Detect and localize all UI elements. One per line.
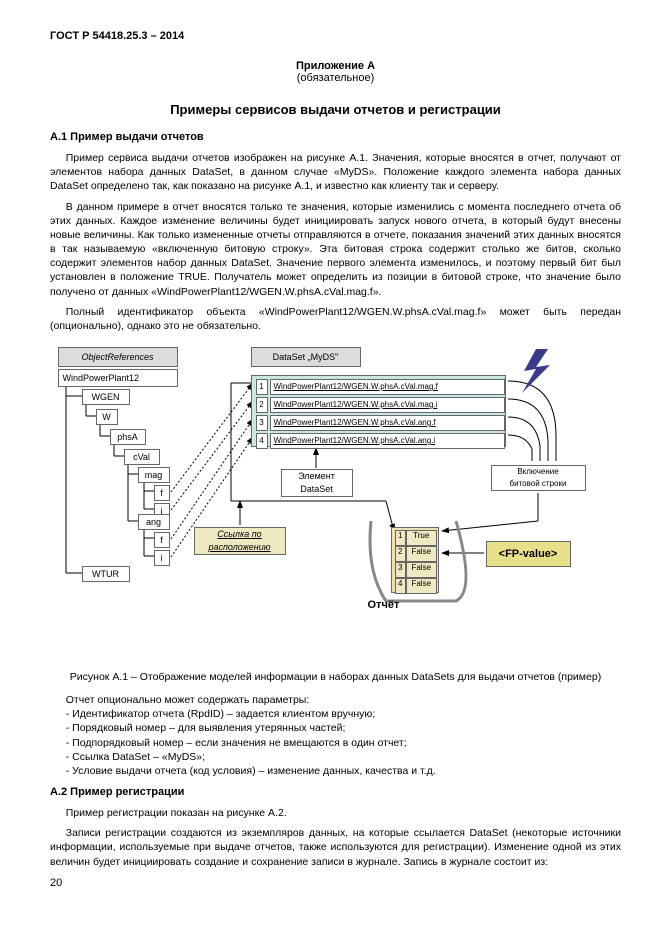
main-title: Примеры сервисов выдачи отчетов и регист…	[50, 102, 621, 117]
dataset-name-box: DataSet „MyDS"	[251, 347, 361, 367]
report-idx: 2	[395, 546, 407, 562]
doc-header: ГОСТ Р 54418.25.3 – 2014	[50, 30, 621, 42]
dataset-row: 2 WindPowerPlant12/WGEN.W.phsA.cVal.mag.…	[256, 397, 505, 411]
paragraph: Полный идентификатор объекта «WindPowerP…	[50, 305, 621, 333]
element-dataset-label: ЭлементDataSet	[281, 469, 353, 497]
tree-node: WTUR	[82, 566, 130, 582]
page-number: 20	[50, 877, 621, 889]
dataset-row-ref: WindPowerPlant12/WGEN.W.phsA.cVal.ang.i	[270, 433, 505, 449]
position-reference-label: Ссылка порасположению	[194, 527, 286, 555]
report-val: False	[406, 562, 437, 578]
dataset-row-ref: WindPowerPlant12/WGEN.W.phsA.cVal.ang.f	[270, 415, 505, 431]
dataset-row-ref: WindPowerPlant12/WGEN.W.phsA.cVal.mag.i	[270, 397, 505, 413]
dataset-row-idx: 4	[256, 433, 268, 449]
list-item: Отчет опционально может содержать параме…	[50, 693, 621, 707]
section-a2-heading: А.2 Пример регистрации	[50, 786, 621, 798]
section-a1-heading: А.1 Пример выдачи отчетов	[50, 131, 621, 143]
dataset-box: 1 WindPowerPlant12/WGEN.W.phsA.cVal.mag.…	[251, 375, 506, 447]
tree-node: cVal	[124, 449, 160, 465]
tree-node: f	[154, 532, 170, 548]
figure-caption: Рисунок А.1 – Отображение моделей информ…	[50, 671, 621, 683]
bit-string-enable-label: Включениебитовой строки	[491, 465, 586, 491]
dataset-row: 1 WindPowerPlant12/WGEN.W.phsA.cVal.mag.…	[256, 379, 505, 393]
list-item: - Ссылка DataSet – «MyDS»;	[50, 750, 621, 764]
dataset-row: 4 WindPowerPlant12/WGEN.W.phsA.cVal.ang.…	[256, 433, 505, 447]
tree-node: i	[154, 550, 170, 566]
report-box: 1True 2False 3False 4False	[391, 527, 439, 593]
tree-node: f	[154, 485, 170, 501]
wind-power-plant-box: WindPowerPlant12	[58, 369, 178, 387]
report-val: False	[406, 546, 437, 562]
tree-node: phsA	[110, 429, 146, 445]
list-item: - Условие выдачи отчета (код условия) – …	[50, 764, 621, 778]
dataset-row-idx: 1	[256, 379, 268, 395]
report-idx: 3	[395, 562, 407, 578]
dataset-row-idx: 3	[256, 415, 268, 431]
tree-node: ang	[138, 514, 170, 530]
figure-a1-diagram: ObjectReferences WindPowerPlant12 WGEN W…	[56, 341, 616, 661]
report-label: Отчёт	[368, 599, 400, 611]
paragraph: В данном примере в отчет вносятся только…	[50, 200, 621, 299]
tree-node: W	[96, 409, 118, 425]
fp-value-box: <FP-value>	[486, 541, 571, 567]
dataset-row-ref: WindPowerPlant12/WGEN.W.phsA.cVal.mag.f	[270, 379, 505, 395]
list-item: - Подпорядковый номер – если значения не…	[50, 736, 621, 750]
dataset-row: 3 WindPowerPlant12/WGEN.W.phsA.cVal.ang.…	[256, 415, 505, 429]
tree-node: WGEN	[82, 389, 130, 405]
report-val: True	[406, 530, 437, 546]
list-item: - Идентификатор отчета (RpdID) – задаетс…	[50, 707, 621, 721]
report-val: False	[406, 578, 437, 594]
appendix-sub: (обязательное)	[50, 72, 621, 84]
list-item: - Порядковый номер – для выявления утеря…	[50, 721, 621, 735]
paragraph: Пример сервиса выдачи отчетов изображен …	[50, 151, 621, 194]
report-idx: 4	[395, 578, 407, 594]
object-references-box: ObjectReferences	[58, 347, 178, 367]
options-list: Отчет опционально может содержать параме…	[50, 693, 621, 778]
report-idx: 1	[395, 530, 407, 546]
tree-node: mag	[138, 467, 170, 483]
appendix-label: Приложение А	[50, 60, 621, 72]
paragraph: Пример регистрации показан на рисунке А.…	[50, 806, 621, 820]
paragraph: Записи регистрации создаются из экземпля…	[50, 826, 621, 869]
dataset-row-idx: 2	[256, 397, 268, 413]
